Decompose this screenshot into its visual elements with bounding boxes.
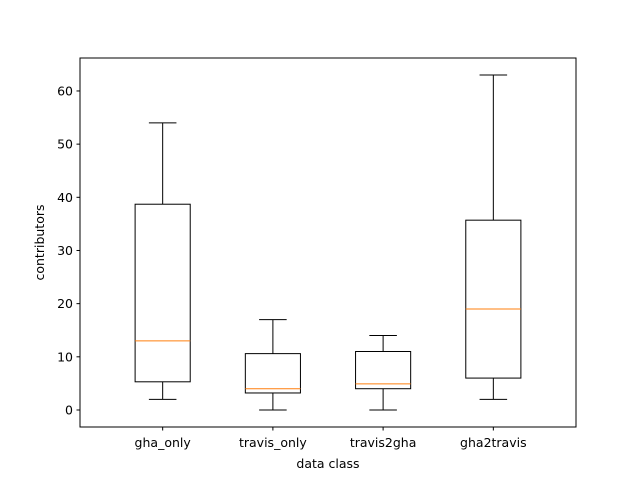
box-group-travis2gha [355,335,412,411]
y-tick-label-0: 0 [65,402,73,417]
y-tick-label-20: 20 [57,296,73,311]
y-axis-label: contributors [32,204,47,280]
x-axis-label: data class [296,456,359,471]
y-tick-label-30: 30 [57,243,73,258]
x-axis: gha_only travis_only travis2gha gha2travis [135,427,527,450]
y-tick-label-40: 40 [57,190,73,205]
x-tick-label-gha2travis: gha2travis [460,435,527,450]
x-tick-label-travis_only: travis_only [239,435,307,450]
y-axis: 0 10 20 30 40 50 60 [57,83,80,417]
box-gha_only [134,203,191,383]
x-tick-label-travis2gha: travis2gha [350,435,417,450]
box-group-gha_only [134,122,191,400]
axes-frame [79,57,577,428]
boxes-layer [134,74,522,411]
y-tick-label-60: 60 [57,83,73,98]
box-travis_only [244,353,301,394]
y-tick-label-10: 10 [57,349,73,364]
y-tick-label-50: 50 [57,137,73,152]
box-group-gha2travis [465,74,522,400]
x-tick-label-gha_only: gha_only [135,435,192,450]
box-gha2travis [465,219,522,379]
box-group-travis_only [244,319,301,411]
box-travis2gha [355,350,412,390]
